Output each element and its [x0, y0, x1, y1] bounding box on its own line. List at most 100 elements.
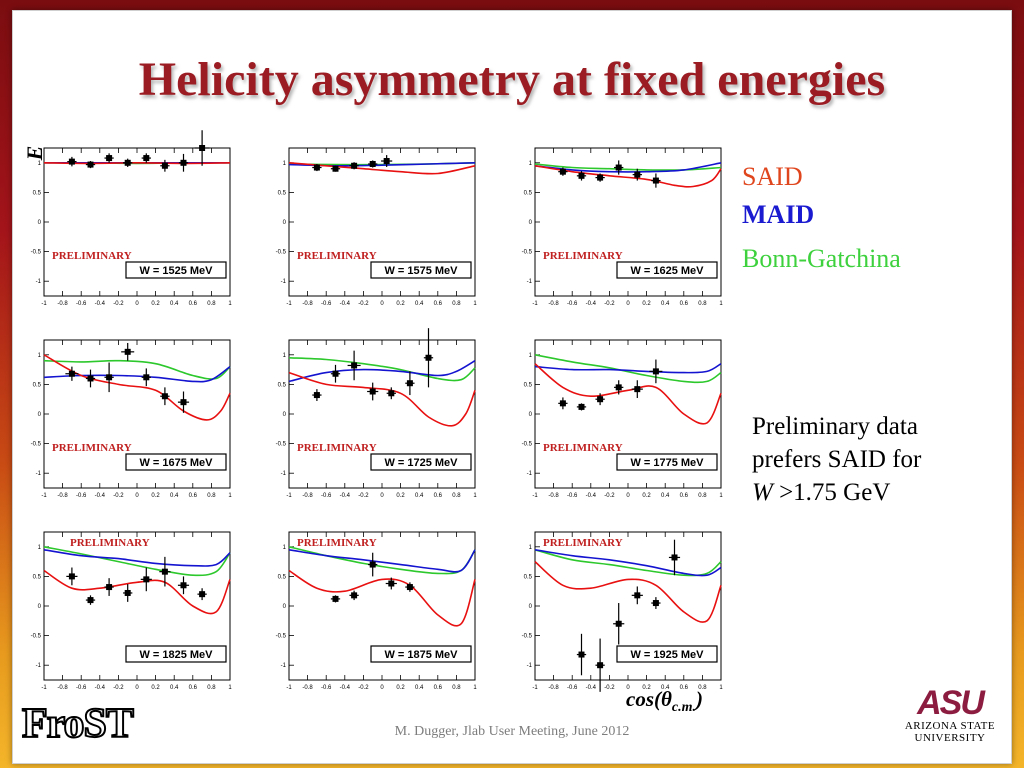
asu-logo: ASU ARIZONA STATE UNIVERSITY — [900, 686, 1000, 744]
energy-label-box — [370, 645, 472, 663]
x-tick-label: -0.4 — [340, 493, 351, 499]
data-point — [141, 368, 151, 387]
curve-said — [43, 161, 231, 165]
data-point — [330, 165, 341, 172]
data-point — [576, 633, 587, 676]
y-tick-label: 1 — [38, 545, 42, 551]
data-point — [349, 162, 359, 170]
x-tick-label: -0.2 — [604, 493, 615, 499]
x-tick-label: -0.8 — [57, 301, 68, 307]
x-tick-label: 0 — [380, 493, 384, 499]
energy-label-box — [616, 261, 718, 279]
asu-logo-mark: ASU — [917, 684, 985, 722]
x-tick-label: 0.2 — [151, 685, 160, 691]
x-tick-label: 0.2 — [642, 301, 651, 307]
asu-logo-line-1: ARIZONA STATE — [904, 720, 996, 732]
legend-bonn-gatchina: Bonn-Gatchina — [742, 244, 901, 273]
energy-label: W = 1525 MeV — [139, 265, 213, 277]
data-point — [651, 597, 661, 609]
energy-label: W = 1875 MeV — [384, 649, 458, 661]
curve-maid — [534, 363, 722, 374]
data-point — [405, 582, 415, 592]
data-point — [613, 603, 625, 645]
x-tick-label: 0.8 — [207, 685, 216, 691]
x-tick-label: 0 — [135, 493, 139, 499]
energy-label-box — [616, 645, 718, 663]
data-point — [330, 595, 341, 603]
x-tick-label: 0.8 — [698, 685, 707, 691]
data-point — [367, 382, 379, 401]
data-point — [121, 342, 135, 361]
x-tick-label: -0.4 — [586, 685, 597, 691]
y-tick-label: 1 — [38, 161, 42, 167]
data-point — [141, 153, 151, 163]
preliminary-watermark: PRELIMINARY — [52, 250, 132, 262]
x-tick-label: 0.8 — [207, 301, 216, 307]
frost-logo: FroST — [21, 700, 135, 748]
curve-said — [288, 371, 476, 427]
x-tick-label: 0.4 — [170, 685, 179, 691]
x-axis-label-close: ) — [696, 687, 703, 711]
x-tick-label: -0.6 — [321, 493, 332, 499]
x-tick-label: 0 — [380, 301, 384, 307]
preliminary-watermark: PRELIMINARY — [70, 537, 150, 549]
preliminary-watermark: PRELIMINARY — [543, 537, 623, 549]
x-tick-label: 0.4 — [661, 493, 670, 499]
data-point — [649, 359, 663, 384]
data-point — [123, 158, 133, 167]
x-tick-label: -0.2 — [113, 493, 124, 499]
y-tick-label: 1 — [283, 353, 287, 359]
x-tick-label: 0.2 — [151, 493, 160, 499]
y-tick-label: -0.5 — [31, 634, 42, 640]
x-tick-label: 0.4 — [415, 685, 424, 691]
curve-maid — [534, 549, 722, 577]
energy-label-box — [616, 453, 718, 471]
x-tick-label: 0.4 — [415, 301, 424, 307]
panel-2: -1 -0.8 -0.6 -0.4 -0.2 0 0.2 0.4 0.6 0.8 1 -1 -0.5 0 0… — [276, 147, 477, 307]
x-tick-label: -0.6 — [567, 301, 578, 307]
data-point — [104, 153, 114, 163]
curve-said — [534, 560, 722, 623]
x-tick-label: 1 — [719, 301, 723, 307]
data-point — [595, 638, 605, 692]
y-tick-label: -0.5 — [522, 442, 533, 448]
x-tick-label: 0.2 — [151, 301, 160, 307]
x-tick-label: 1 — [228, 685, 232, 691]
energy-label-box — [370, 453, 472, 471]
y-tick-label: -0.5 — [522, 634, 533, 640]
y-tick-label: 0 — [283, 220, 287, 226]
panel-1: -1 -0.8 -0.6 -0.4 -0.2 0 0.2 0.4 0.6 0.8 1 -1 -0.5 0 0… — [31, 130, 232, 307]
y-tick-label: -1 — [36, 279, 42, 285]
data-point — [651, 173, 661, 188]
x-tick-label: 0.6 — [680, 493, 689, 499]
x-tick-label: 0.8 — [698, 301, 707, 307]
curve-maid — [534, 162, 722, 173]
y-tick-label: -1 — [281, 471, 287, 477]
x-tick-label: -0.4 — [340, 685, 351, 691]
x-tick-label: 0.8 — [452, 301, 461, 307]
y-tick-label: 0.5 — [33, 190, 42, 196]
data-point — [614, 160, 624, 175]
curve-maid — [288, 549, 476, 573]
preliminary-watermark: PRELIMINARY — [297, 250, 377, 262]
data-point — [558, 167, 568, 176]
x-tick-label: 0 — [626, 493, 630, 499]
y-tick-label: -1 — [527, 471, 533, 477]
curve-said — [288, 162, 476, 175]
x-tick-label: 0.8 — [452, 493, 461, 499]
curve-bonn-gatchina — [534, 549, 722, 577]
note-line-3: W >1.75 GeV — [752, 476, 1002, 509]
data-point — [159, 556, 171, 587]
x-tick-label: -1 — [41, 493, 47, 499]
data-point — [381, 155, 393, 167]
curve-said — [534, 165, 722, 188]
data-point — [631, 586, 643, 605]
x-tick-label: 0.2 — [642, 493, 651, 499]
curve-said — [534, 363, 722, 425]
x-tick-label: -0.6 — [76, 301, 87, 307]
y-tick-label: 0 — [283, 412, 287, 418]
x-tick-label: -0.8 — [302, 493, 313, 499]
panel-7: -1 -0.8 -0.6 -0.4 -0.2 0 0.2 0.4 0.6 0.8 1 -1 -0.5 0 0… — [31, 531, 232, 691]
y-tick-label: 1 — [283, 161, 287, 167]
